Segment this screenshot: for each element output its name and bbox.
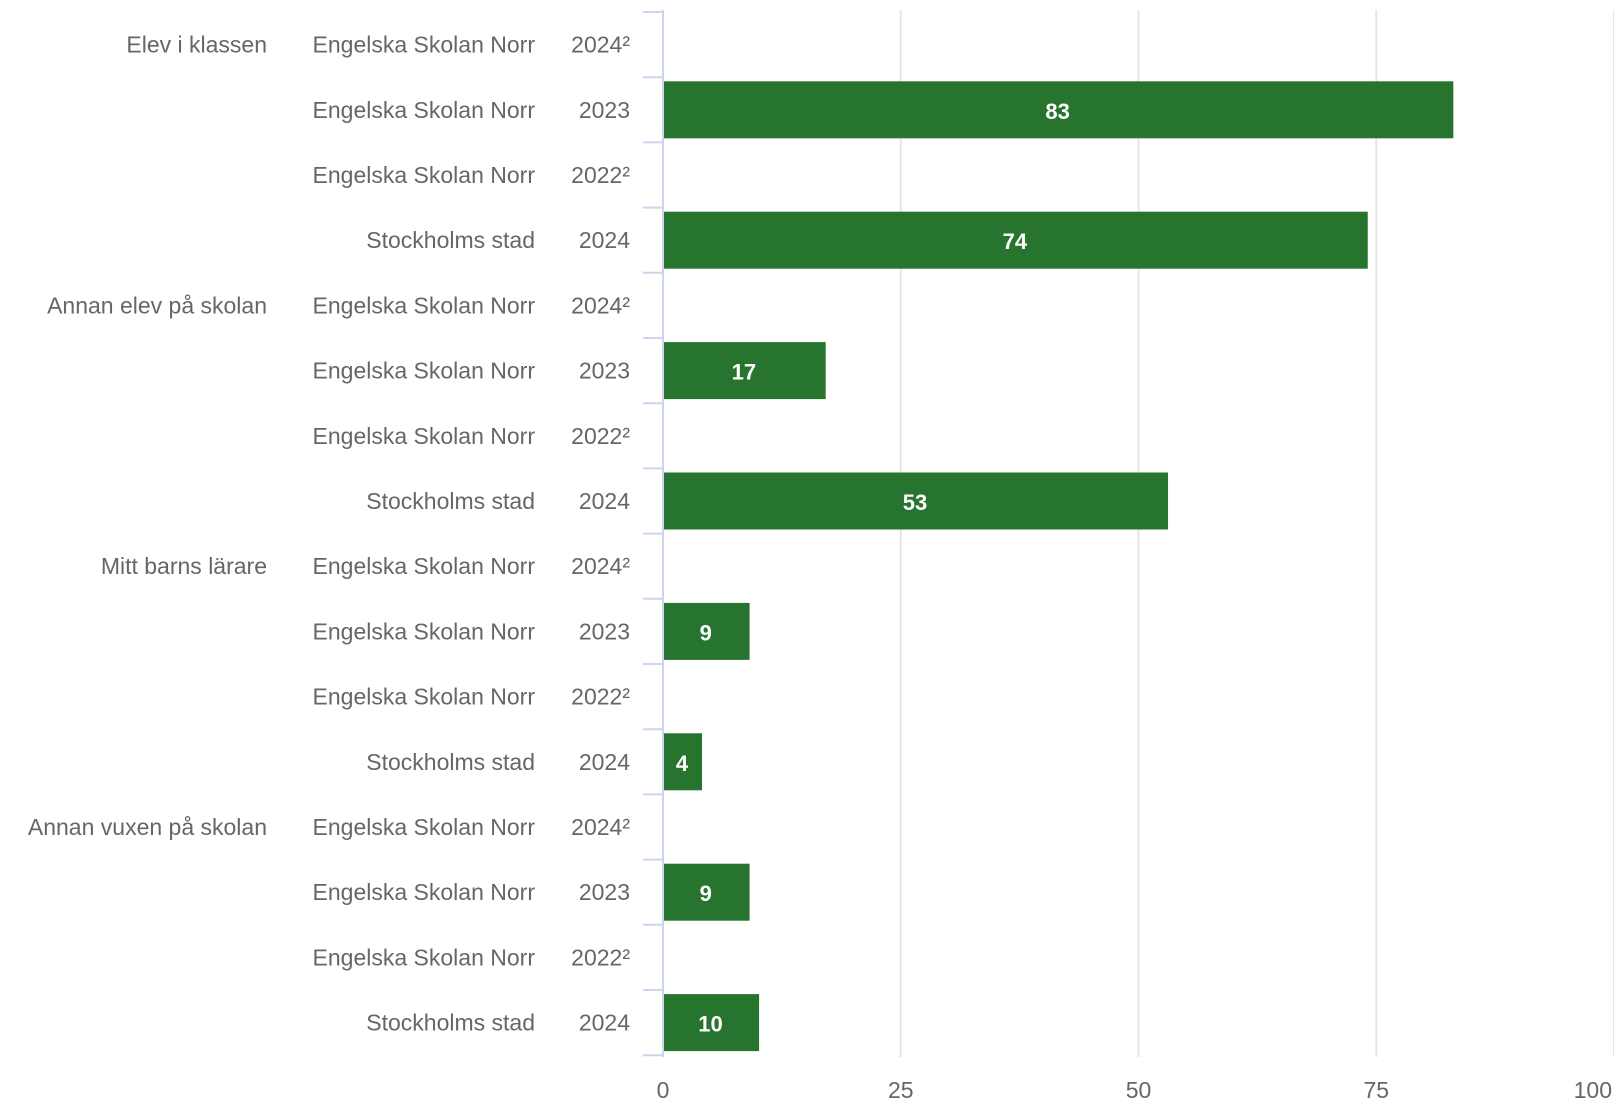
x-tick-label: 0 — [657, 1077, 670, 1101]
year-label: 2023 — [579, 358, 630, 384]
category-label: Annan elev på skolan — [47, 292, 267, 318]
bar — [664, 81, 1454, 139]
data-label: 74 — [1003, 229, 1028, 254]
entity-label: Stockholms stad — [366, 1010, 535, 1036]
year-label: 2022² — [571, 423, 630, 449]
year-label: 2022² — [571, 944, 630, 970]
entity-label: Engelska Skolan Norr — [313, 32, 536, 58]
entity-label: Engelska Skolan Norr — [313, 162, 536, 188]
category-label: Elev i klassen — [126, 32, 267, 58]
bars: 83 74 17 53 9 4 9 10 — [664, 81, 1454, 1052]
year-label: 2024 — [579, 749, 630, 775]
grid-lines — [899, 10, 1614, 1057]
bar — [664, 211, 1368, 269]
entity-label: Stockholms stad — [366, 227, 535, 253]
bar — [664, 602, 750, 660]
year-label: 2022² — [571, 162, 630, 188]
y-axis — [643, 10, 664, 1057]
data-label: 10 — [698, 1012, 722, 1037]
entity-label: Engelska Skolan Norr — [313, 358, 536, 384]
bar — [664, 342, 826, 400]
year-label: 2024² — [571, 292, 630, 318]
entity-label: Engelska Skolan Norr — [313, 97, 536, 123]
entity-label: Stockholms stad — [366, 749, 535, 775]
year-label: 2024 — [579, 488, 630, 514]
entity-label: Engelska Skolan Norr — [313, 423, 536, 449]
year-label: 2024 — [579, 1010, 630, 1036]
entity-label: Stockholms stad — [366, 488, 535, 514]
entity-label: Engelska Skolan Norr — [313, 944, 536, 970]
year-label: 2024² — [571, 814, 630, 840]
year-label: 2023 — [579, 879, 630, 905]
year-label: 2024² — [571, 553, 630, 579]
x-axis-ticks: 0 25 50 75 100 — [657, 1077, 1612, 1101]
entity-label: Engelska Skolan Norr — [313, 292, 536, 318]
year-label: 2024 — [579, 227, 630, 253]
category-label: Mitt barns lärare — [101, 553, 267, 579]
row-labels: Elev i klassen Engelska Skolan Norr 2024² E… — [28, 32, 630, 1036]
entity-label: Engelska Skolan Norr — [313, 553, 536, 579]
category-label: Annan vuxen på skolan — [28, 814, 267, 840]
year-label: 2023 — [579, 97, 630, 123]
x-tick-label: 50 — [1126, 1077, 1152, 1101]
data-label: 53 — [903, 490, 927, 515]
bar — [664, 733, 703, 791]
entity-label: Engelska Skolan Norr — [313, 618, 536, 644]
data-label: 9 — [700, 881, 712, 906]
data-label: 17 — [732, 360, 756, 385]
x-tick-label: 100 — [1574, 1077, 1612, 1101]
bar — [664, 472, 1169, 530]
entity-label: Engelska Skolan Norr — [313, 814, 536, 840]
data-label: 4 — [676, 751, 689, 776]
bar — [664, 994, 760, 1052]
data-label: 83 — [1045, 99, 1069, 124]
x-tick-label: 75 — [1363, 1077, 1389, 1101]
year-label: 2023 — [579, 618, 630, 644]
x-tick-label: 25 — [888, 1077, 914, 1101]
bar — [664, 863, 750, 921]
year-label: 2024² — [571, 32, 630, 58]
entity-label: Engelska Skolan Norr — [313, 879, 536, 905]
entity-label: Engelska Skolan Norr — [313, 684, 536, 710]
data-label: 9 — [700, 620, 712, 645]
year-label: 2022² — [571, 684, 630, 710]
